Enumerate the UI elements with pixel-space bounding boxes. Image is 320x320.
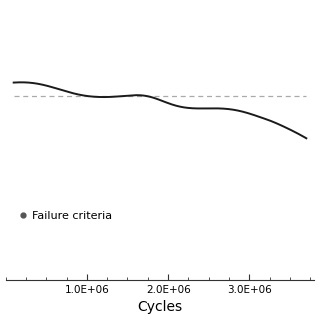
Legend: Failure criteria: Failure criteria [14, 206, 116, 225]
X-axis label: Cycles: Cycles [137, 300, 183, 315]
